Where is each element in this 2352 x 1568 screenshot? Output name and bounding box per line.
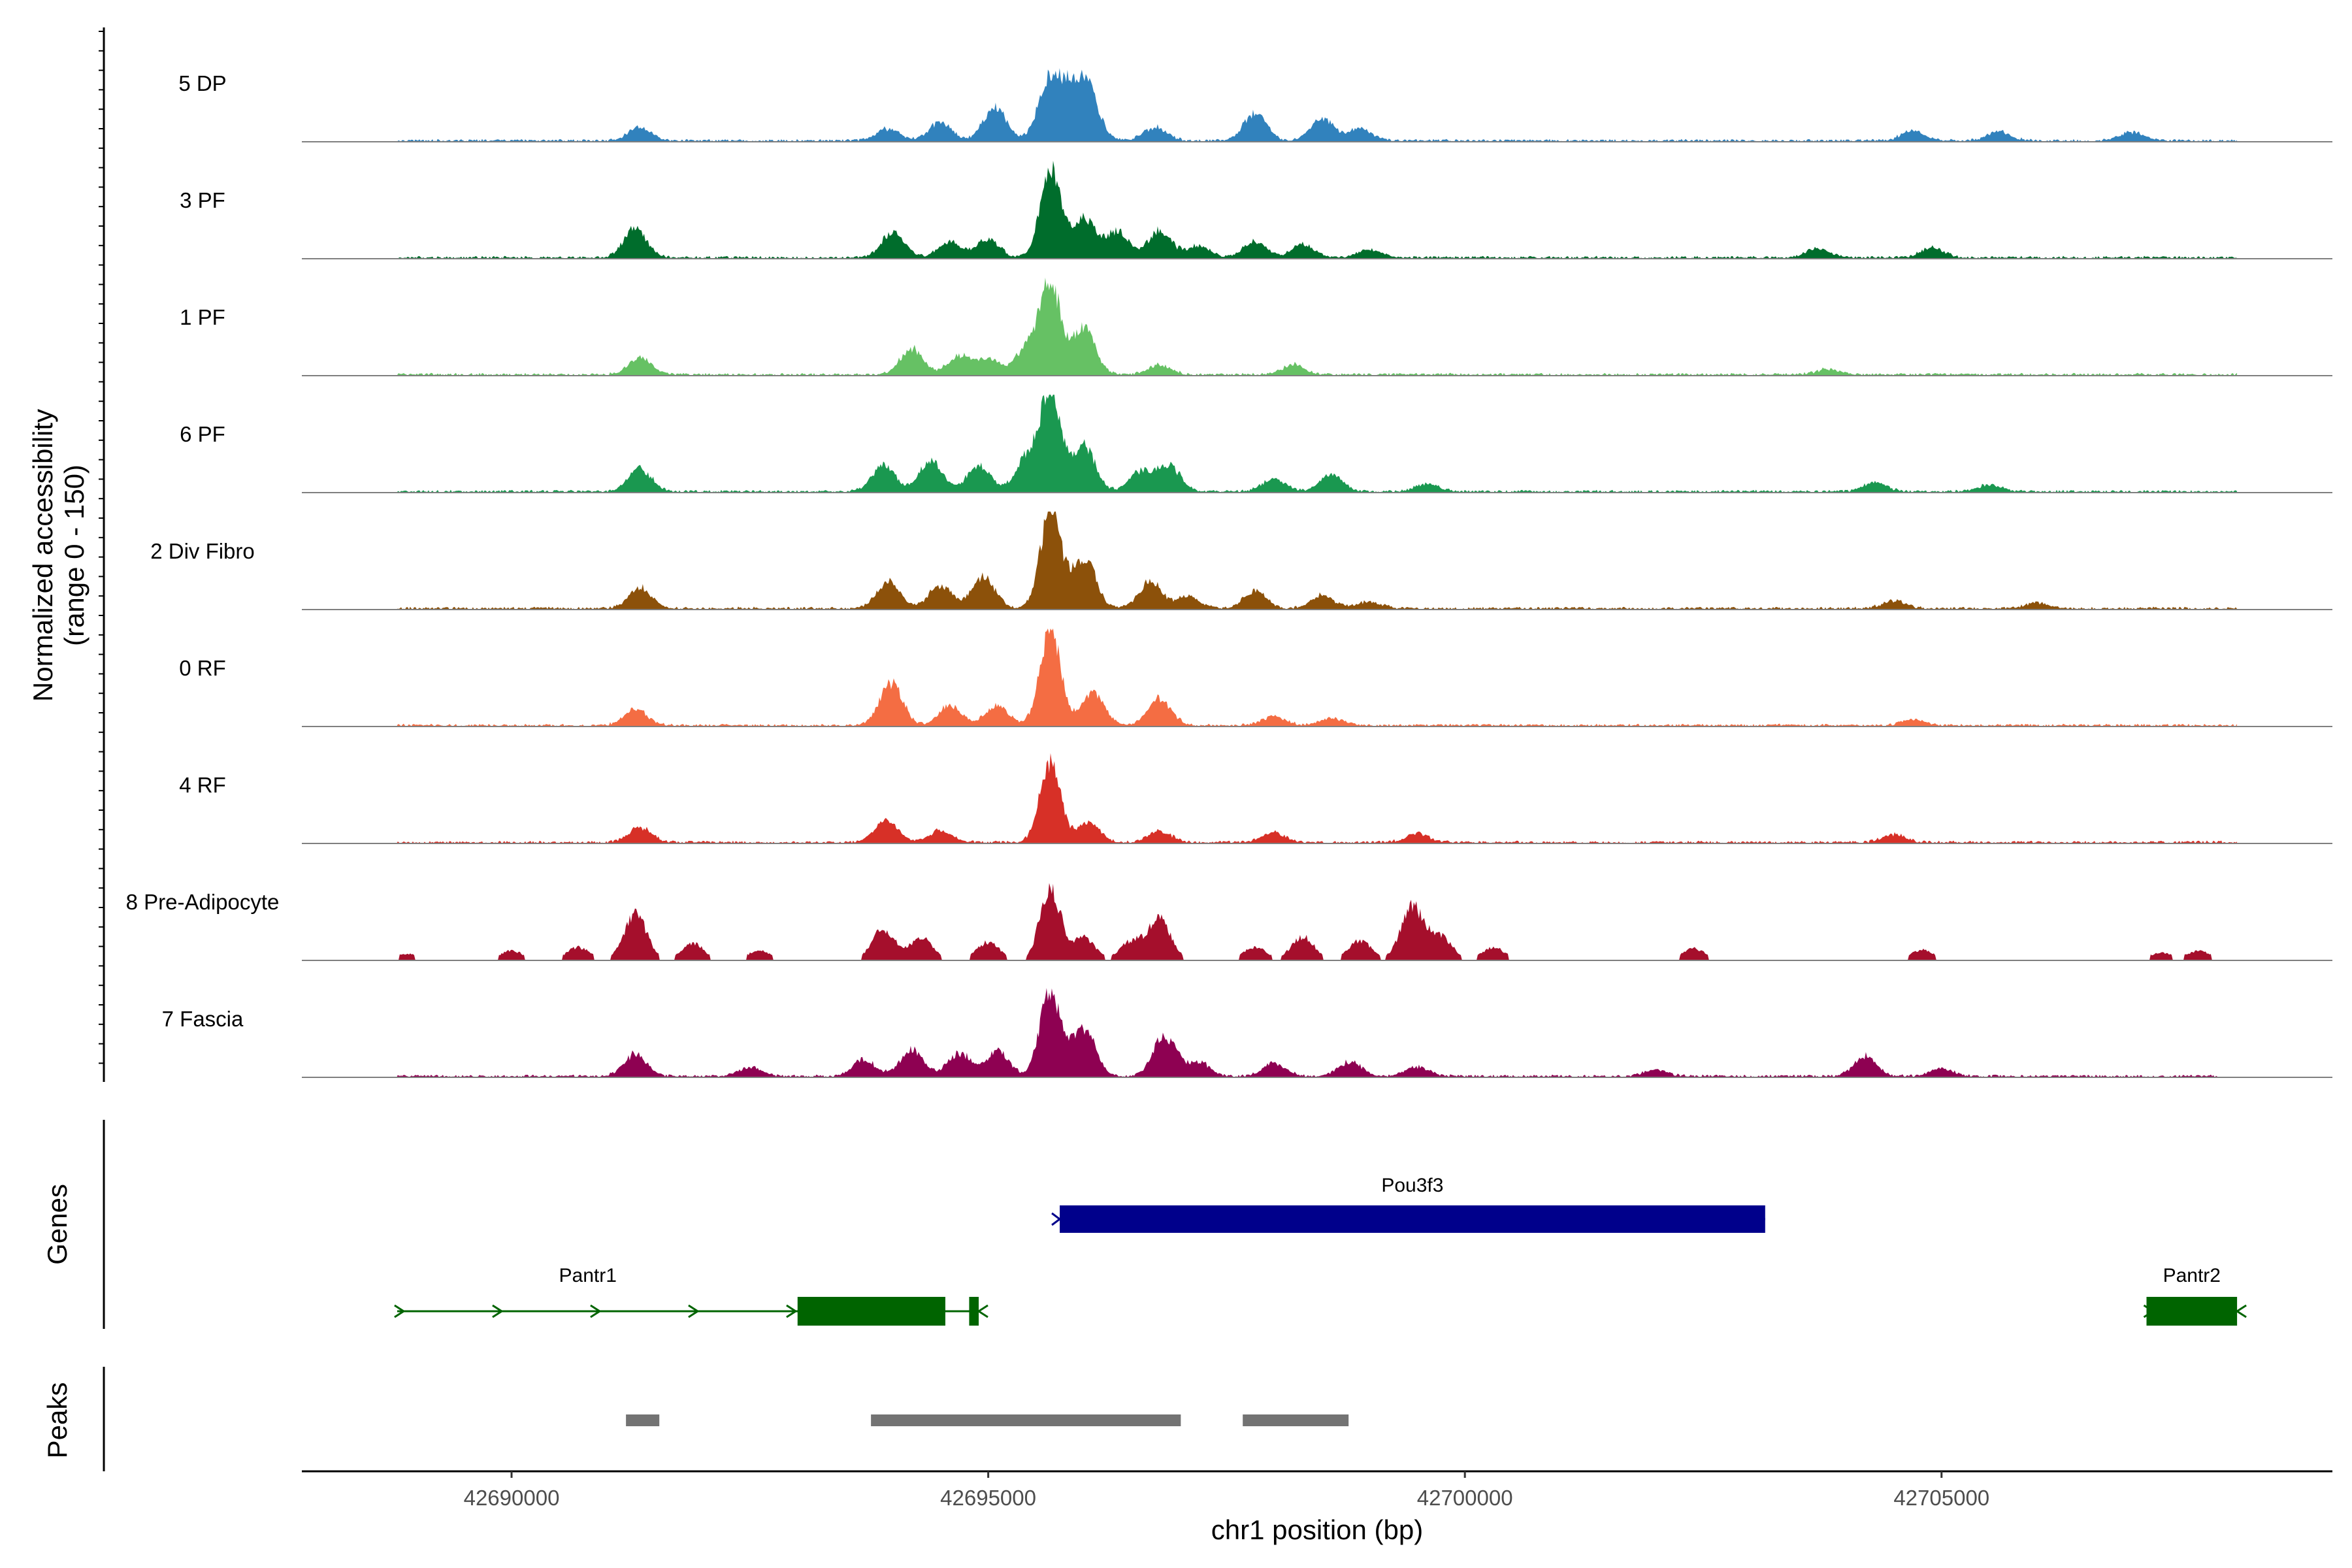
- exon-block: [797, 1297, 945, 1326]
- exon-block: [969, 1297, 979, 1326]
- track-6-pf: 6 PF: [180, 395, 2332, 493]
- gene-pantr1: Pantr1: [394, 1265, 988, 1326]
- x-axis-title: chr1 position (bp): [1211, 1514, 1424, 1545]
- exon-block: [1060, 1205, 1765, 1233]
- genes-track-label: Genes: [42, 1184, 73, 1265]
- x-tick-label: 42695000: [940, 1486, 1036, 1510]
- track-1-pf: 1 PF: [180, 278, 2332, 376]
- peak-region: [1243, 1414, 1349, 1426]
- track-label: 5 DP: [178, 71, 226, 95]
- track-2-div-fibro: 2 Div Fibro: [150, 512, 2332, 610]
- x-axis-ticks: 42690000 42695000 42700000 42705000: [464, 1471, 1989, 1510]
- track-label: 0 RF: [179, 656, 226, 680]
- peak-region: [626, 1414, 660, 1426]
- strand-arrow: [492, 1304, 504, 1318]
- peaks-track-label: Peaks: [42, 1382, 73, 1459]
- track-label: 3 PF: [180, 188, 225, 212]
- track-label: 1 PF: [180, 305, 225, 329]
- track-4-rf: 4 RF: [179, 753, 2332, 844]
- x-tick-label: 42690000: [464, 1486, 560, 1510]
- gene-pantr2: Pantr2: [2143, 1265, 2247, 1326]
- y-axis-title-line1: Normalized accessibility: [27, 409, 58, 702]
- track-7-fascia: 7 Fascia: [162, 988, 2332, 1078]
- coverage-y-ticks: [99, 31, 104, 1064]
- gene-label: Pantr1: [559, 1265, 617, 1286]
- track-8-pre-adipocyte: 8 Pre-Adipocyte: [126, 883, 2332, 961]
- peak-region: [871, 1414, 1181, 1426]
- track-3-pf: 3 PF: [180, 161, 2332, 259]
- coverage-area: [397, 68, 2237, 142]
- x-tick-label: 42700000: [1417, 1486, 1513, 1510]
- coverage-area: [397, 883, 2217, 960]
- strand-arrow: [394, 1304, 406, 1318]
- track-label: 2 Div Fibro: [150, 539, 255, 563]
- track-label: 6 PF: [180, 422, 225, 446]
- strand-arrow: [688, 1304, 700, 1318]
- coverage-tracks: 5 DP 3 PF 1 PF 6 PF 2 Div Fibro 0 RF 4 RF 8 Pre…: [126, 68, 2332, 1078]
- strand-arrow: [786, 1304, 798, 1318]
- track-0-rf: 0 RF: [179, 629, 2332, 727]
- track-5-dp: 5 DP: [178, 68, 2332, 142]
- track-label: 8 Pre-Adipocyte: [126, 890, 280, 914]
- gene-label: Pou3f3: [1381, 1175, 1443, 1196]
- x-tick-label: 42705000: [1893, 1486, 1989, 1510]
- peaks-panel: [626, 1414, 1349, 1426]
- y-axis-title-line2: (range 0 - 150): [59, 465, 90, 646]
- strand-arrow: [590, 1304, 602, 1318]
- gene-pou3f3: Pou3f3: [1051, 1175, 1765, 1233]
- exon-block: [2146, 1297, 2238, 1326]
- gene-label: Pantr2: [2163, 1265, 2221, 1286]
- genes-panel: Pou3f3 Pantr1 Pantr2: [394, 1175, 2247, 1326]
- track-label: 4 RF: [179, 773, 226, 797]
- track-label: 7 Fascia: [162, 1007, 244, 1031]
